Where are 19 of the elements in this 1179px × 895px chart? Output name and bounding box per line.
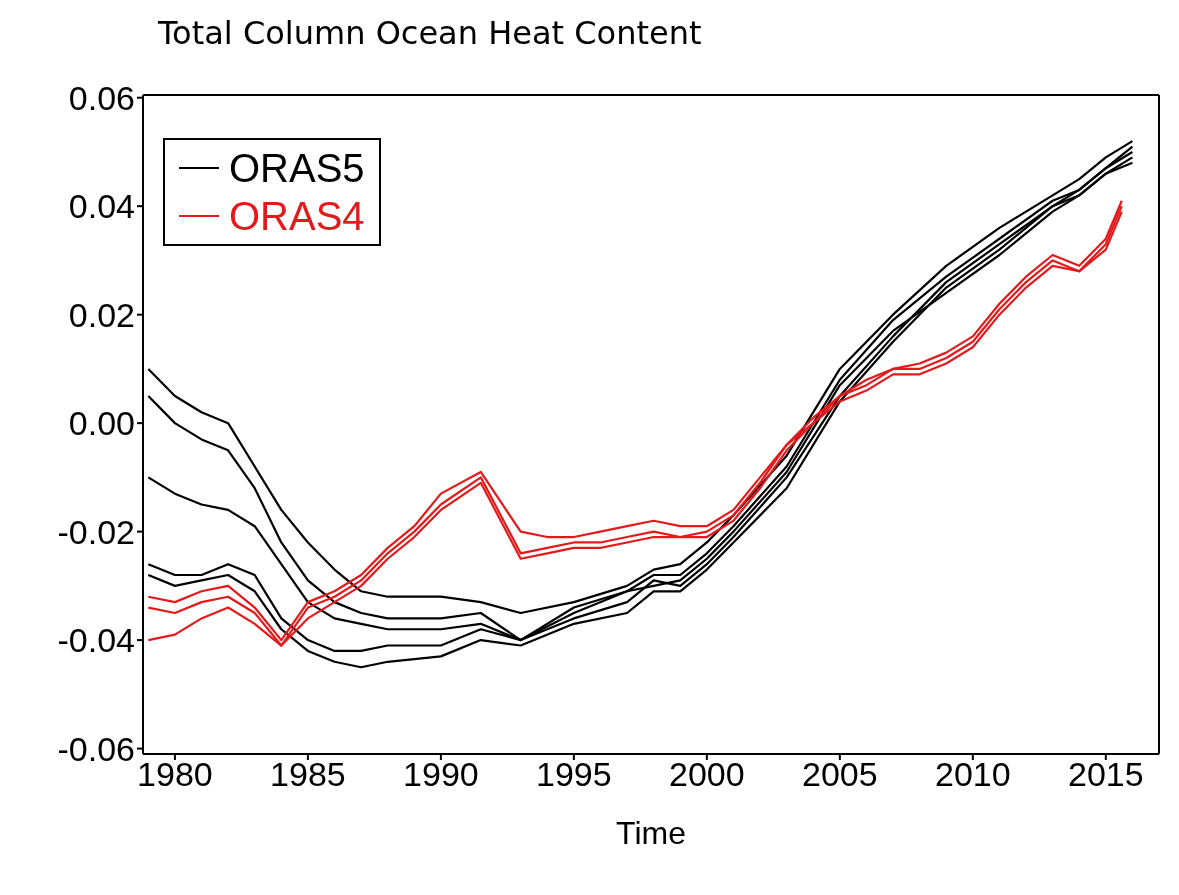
legend-label: ORAS4 [229,193,365,240]
chart-title: Total Column Ocean Heat Content [157,13,703,54]
y-tick-label: -0.02 [57,512,135,551]
x-tick-label: 1980 [137,755,213,794]
y-tick-label: 0.02 [68,295,135,334]
x-tick-label: 2015 [1067,755,1144,794]
x-tick-label: 2000 [669,755,745,794]
x-tick-label: 2005 [802,755,878,794]
y-tick-label: 0.04 [68,187,135,226]
y-tick-label: 0.00 [68,404,135,443]
x-tick-label: 2010 [935,755,1011,794]
y-tick-label: -0.04 [57,621,135,660]
y-tick-label: -0.06 [57,729,135,768]
x-tick-label: 1985 [270,755,346,794]
y-tick-label: 0.06 [68,78,135,117]
x-axis-title: Time [616,815,686,851]
x-tick-label: 1990 [403,755,479,794]
x-tick-label: 1995 [536,755,612,794]
legend-label: ORAS5 [229,145,365,192]
